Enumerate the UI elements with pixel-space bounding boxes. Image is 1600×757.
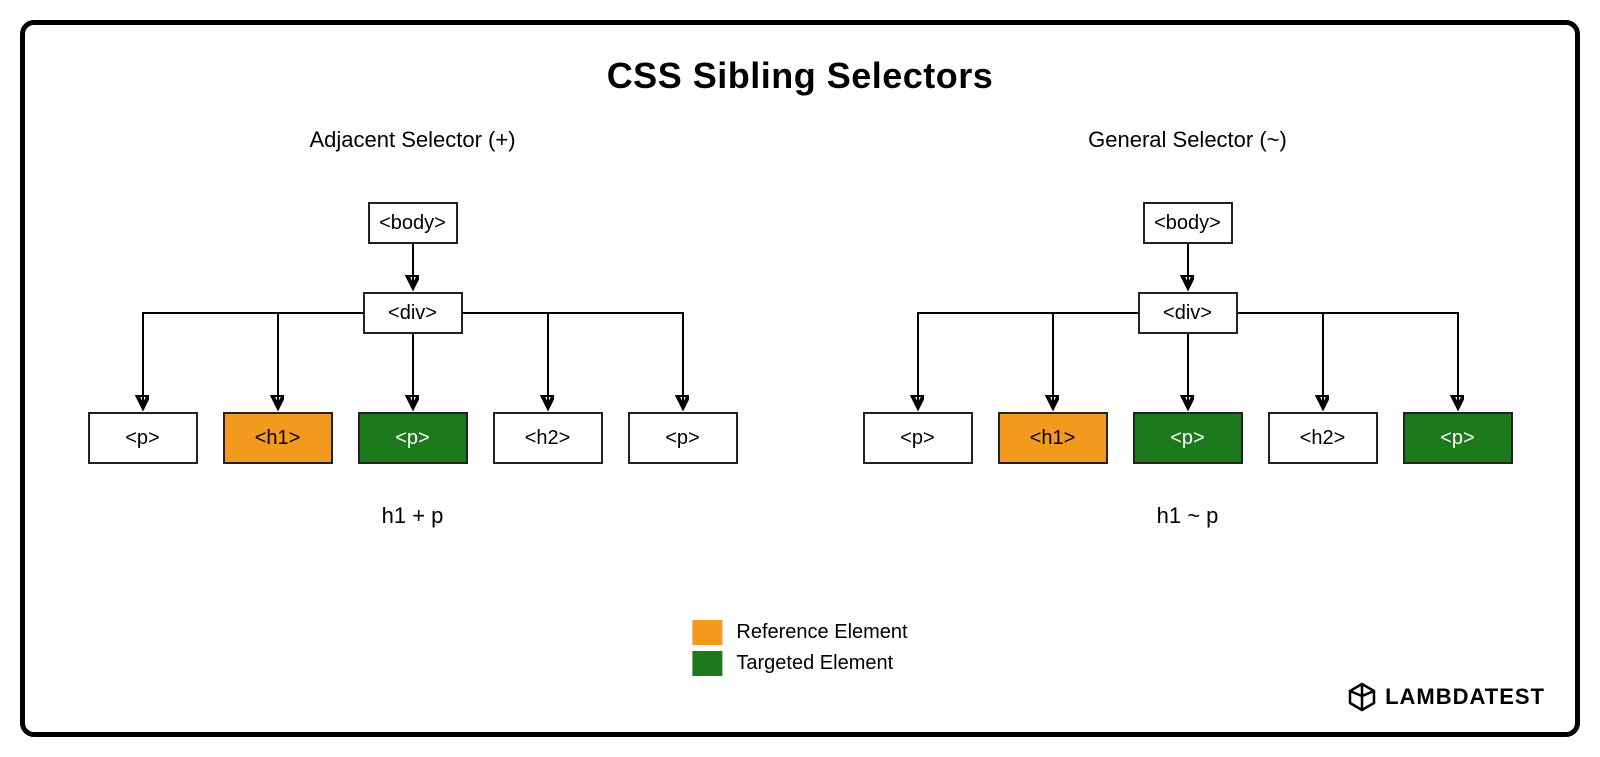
leaf-2: <p>	[358, 412, 468, 464]
leaf-1: <h1>	[998, 412, 1108, 464]
diagrams-row: Adjacent Selector (+) <body> <	[25, 127, 1575, 563]
adjacent-tree: <body> <div> <p> <h1> <p> <h2> <p> h1 + …	[63, 163, 763, 563]
adjacent-expression: h1 + p	[63, 503, 763, 529]
diagram-frame: CSS Sibling Selectors Adjacent Selector …	[20, 20, 1580, 737]
leaf-4: <p>	[628, 412, 738, 464]
brand-logo: LAMBDATEST	[1347, 682, 1545, 712]
legend-targeted-swatch	[692, 651, 722, 676]
node-div: <div>	[363, 292, 463, 334]
brand-text: LAMBDATEST	[1385, 684, 1545, 710]
general-subtitle: General Selector (~)	[838, 127, 1538, 153]
node-div: <div>	[1138, 292, 1238, 334]
legend-reference-label: Reference Element	[736, 621, 907, 644]
leaf-3: <h2>	[493, 412, 603, 464]
adjacent-selector-diagram: Adjacent Selector (+) <body> <	[63, 127, 763, 563]
legend-targeted-label: Targeted Element	[736, 652, 893, 675]
legend-reference-row: Reference Element	[692, 620, 907, 645]
leaf-1: <h1>	[223, 412, 333, 464]
leaf-0: <p>	[88, 412, 198, 464]
general-expression: h1 ~ p	[838, 503, 1538, 529]
legend-targeted-row: Targeted Element	[692, 651, 907, 676]
general-selector-diagram: General Selector (~) <body> <d	[838, 127, 1538, 563]
legend: Reference Element Targeted Element	[692, 614, 907, 682]
general-tree: <body> <div> <p> <h1> <p> <h2> <p> h1 ~ …	[838, 163, 1538, 563]
leaf-2: <p>	[1133, 412, 1243, 464]
node-body: <body>	[1143, 202, 1233, 244]
page-title: CSS Sibling Selectors	[25, 55, 1575, 97]
node-body: <body>	[368, 202, 458, 244]
adjacent-subtitle: Adjacent Selector (+)	[63, 127, 763, 153]
lambdatest-icon	[1347, 682, 1377, 712]
leaf-0: <p>	[863, 412, 973, 464]
leaf-4: <p>	[1403, 412, 1513, 464]
legend-reference-swatch	[692, 620, 722, 645]
leaf-3: <h2>	[1268, 412, 1378, 464]
